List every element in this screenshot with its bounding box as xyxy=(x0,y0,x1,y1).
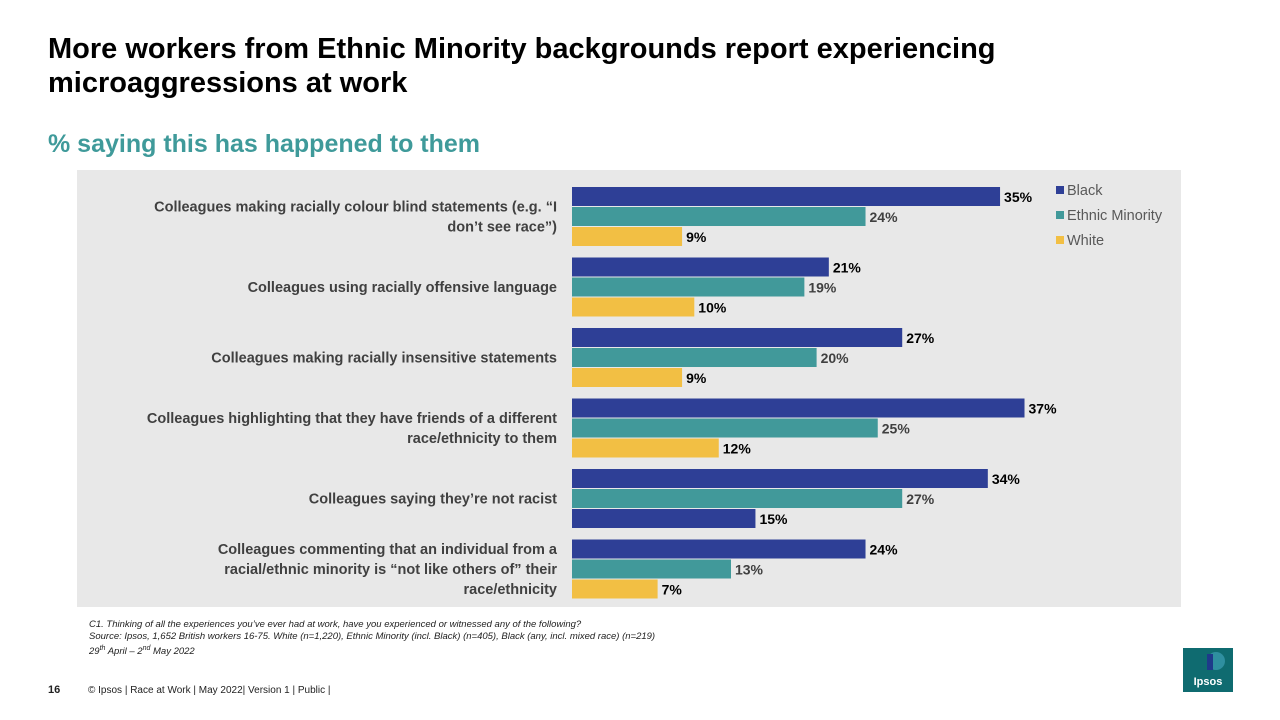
source-note: Source: Ipsos, 1,652 British workers 16-… xyxy=(89,631,656,642)
chart-subtitle: % saying this has happened to them xyxy=(48,130,481,158)
date-prefix: 29 xyxy=(89,646,100,658)
logo-text: Ipsos xyxy=(1193,676,1223,688)
bar-white xyxy=(572,368,683,387)
data-label: 9% xyxy=(686,370,707,386)
category-label: Colleagues using racially offensive lang… xyxy=(248,280,557,296)
bar-black xyxy=(572,257,829,277)
date-suffix: May 2022 xyxy=(150,646,195,658)
data-label: 27% xyxy=(906,491,935,507)
ipsos-logo xyxy=(1183,648,1233,692)
data-label: 12% xyxy=(723,441,752,457)
legend-label: White xyxy=(1067,233,1104,249)
page-number: 16 xyxy=(48,684,61,696)
data-label: 19% xyxy=(808,280,837,296)
bar-ethnic_minority xyxy=(572,348,817,367)
category-label: race/ethnicity to them xyxy=(407,431,557,447)
category-label: race/ethnicity xyxy=(464,582,558,598)
bar-ethnic_minority xyxy=(572,207,866,226)
data-label: 13% xyxy=(735,562,764,578)
bar-black xyxy=(572,398,1025,418)
legend-swatch-ethnic_minority xyxy=(1056,211,1064,219)
bar-white xyxy=(572,509,756,528)
bar-ethnic_minority xyxy=(572,418,878,438)
date-note: 29th April – 2nd May 2022 xyxy=(89,643,1089,658)
chart-notes: C1. Thinking of all the experiences you’… xyxy=(89,619,1089,658)
date-sup-1: th xyxy=(99,645,106,652)
bar-black xyxy=(572,469,988,488)
question-note: C1. Thinking of all the experiences you’… xyxy=(89,619,582,630)
data-label: 15% xyxy=(759,511,788,527)
data-label: 25% xyxy=(882,421,911,437)
category-label: Colleagues highlighting that they have f… xyxy=(147,411,557,427)
data-label: 35% xyxy=(1004,189,1033,205)
category-label: Colleagues making racially insensitive s… xyxy=(211,351,557,367)
data-label: 20% xyxy=(821,350,850,366)
category-label: racial/ethnic minority is “not like othe… xyxy=(224,562,557,578)
data-label: 24% xyxy=(870,209,899,225)
legend-label: Black xyxy=(1067,183,1103,199)
category-label: Colleagues saying they’re not racist xyxy=(309,492,557,508)
legend-swatch-white xyxy=(1056,236,1064,244)
legend-label: Ethnic Minority xyxy=(1067,208,1163,224)
bar-black xyxy=(572,539,866,559)
date-mid: April – 2 xyxy=(105,646,143,658)
date-sup-2: nd xyxy=(142,645,151,652)
legend-swatch-black xyxy=(1056,186,1064,194)
category-label: Colleagues making racially colour blind … xyxy=(154,200,557,216)
footer-text: © Ipsos | Race at Work | May 2022| Versi… xyxy=(88,684,331,696)
logo-mark-bar xyxy=(1207,654,1213,670)
bar-ethnic_minority xyxy=(572,277,805,297)
bar-white xyxy=(572,438,719,458)
bar-white xyxy=(572,227,683,246)
bar-white xyxy=(572,297,695,317)
bar-chart: Colleagues making racially colour blind … xyxy=(147,183,1163,599)
page-title: More workers from Ethnic Minority backgr… xyxy=(48,33,996,99)
data-label: 27% xyxy=(906,330,935,346)
bar-white xyxy=(572,579,658,599)
bar-ethnic_minority xyxy=(572,559,731,579)
data-label: 9% xyxy=(686,229,707,245)
bar-black xyxy=(572,328,903,347)
footer: 16 © Ipsos | Race at Work | May 2022| Ve… xyxy=(48,684,848,696)
data-label: 37% xyxy=(1029,401,1058,417)
category-label: don’t see race”) xyxy=(447,220,557,236)
data-label: 34% xyxy=(992,471,1021,487)
bar-black xyxy=(572,187,1001,206)
data-label: 10% xyxy=(698,300,727,316)
data-label: 24% xyxy=(870,542,899,558)
bar-ethnic_minority xyxy=(572,489,903,508)
chart-panel: Colleagues making racially colour blind … xyxy=(77,170,1181,607)
data-label: 7% xyxy=(662,582,683,598)
category-label: Colleagues commenting that an individual… xyxy=(218,542,558,558)
data-label: 21% xyxy=(833,260,862,276)
